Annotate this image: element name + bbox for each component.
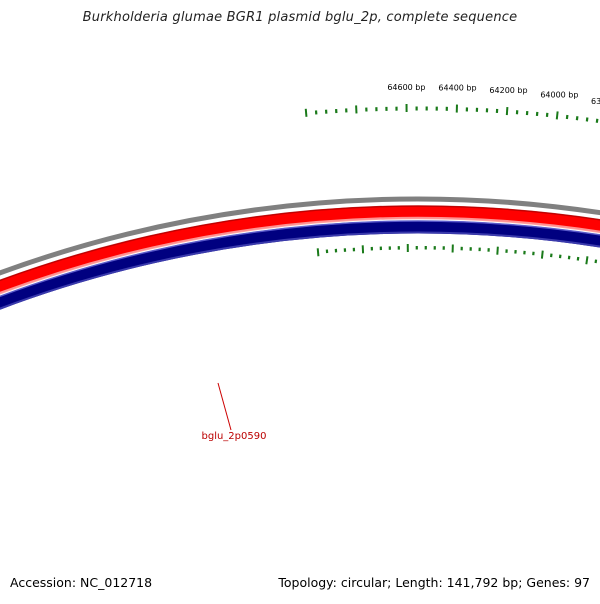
accession-label: Accession: [10, 575, 76, 590]
ruler-major-tick [557, 111, 558, 119]
ruler-label: 64600 bp [387, 83, 425, 92]
inner-minor-tick [596, 260, 597, 263]
accession-value: NC_012718 [80, 575, 152, 590]
ruler-minor-tick [597, 119, 598, 123]
ruler-major-tick [507, 107, 508, 115]
ruler-label: 64400 bp [438, 84, 476, 93]
genes-label: Genes: [526, 575, 570, 590]
gene-label-leader [218, 383, 231, 430]
gene-label-bglu-2p0590: bglu_2p0590 [202, 431, 267, 442]
inner-major-tick [318, 248, 319, 256]
genes-value: 97 [574, 575, 590, 590]
length-label: Length: [395, 575, 442, 590]
ruler-major-tick [306, 109, 307, 117]
label-layer: bglu_2p0590 [202, 383, 267, 442]
topology-label: Topology: [278, 575, 337, 590]
sequence-summary-footer: Topology: circular; Length: 141,792 bp; … [278, 575, 590, 590]
length-value: 141,792 bp [447, 575, 519, 590]
ruler-label: 64000 bp [540, 91, 578, 100]
ruler-label: 64200 bp [489, 86, 527, 95]
topology-value: circular [341, 575, 387, 590]
map-title: Burkholderia glumae BGR1 plasmid bglu_2p… [0, 10, 600, 25]
ruler-minor-tick [587, 117, 588, 121]
inner-major-tick [497, 247, 498, 255]
inner-major-tick [586, 256, 587, 264]
accession-footer: Accession: NC_012718 [10, 575, 152, 590]
ruler-label: 63800 bp [591, 97, 600, 106]
inner-major-tick [542, 251, 543, 259]
